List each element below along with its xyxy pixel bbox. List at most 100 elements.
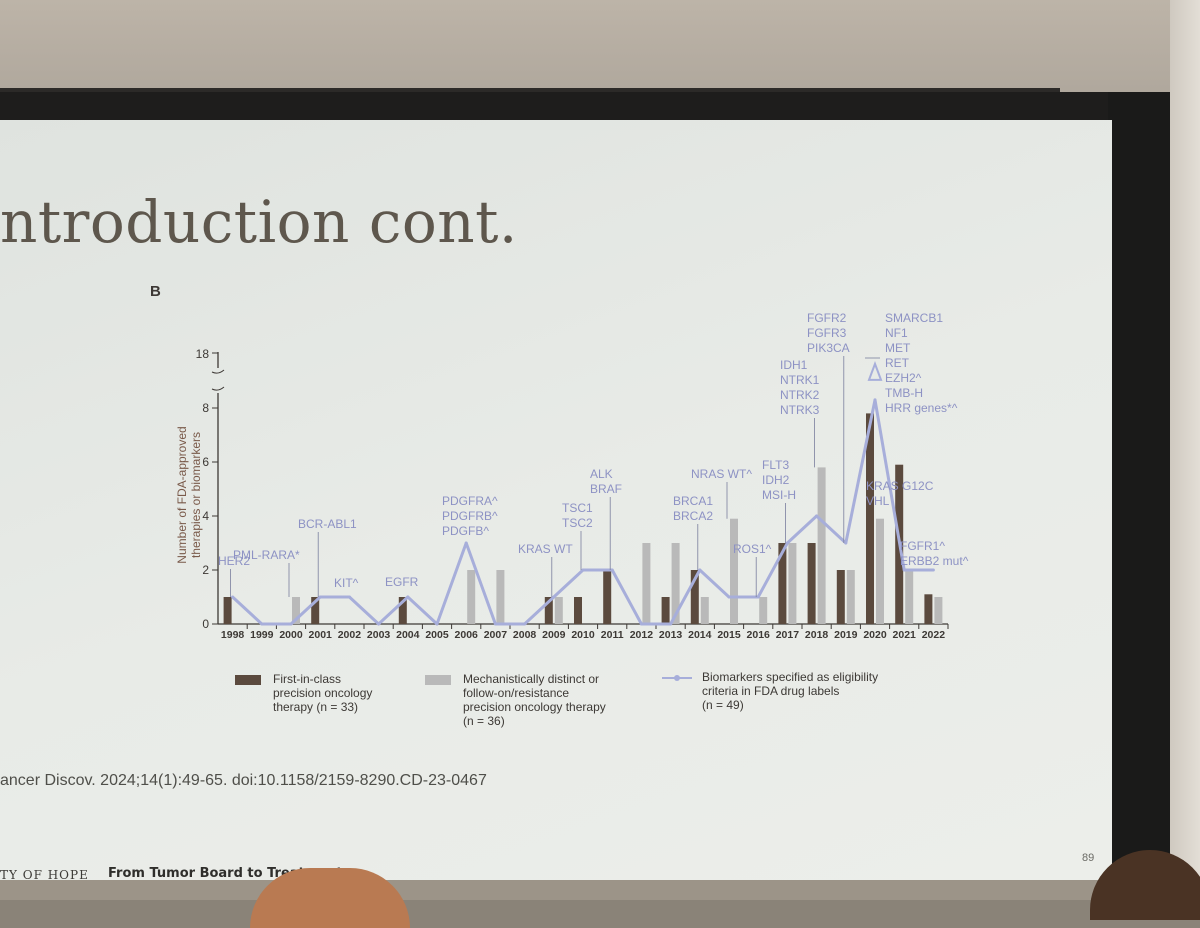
projector-screen-housing — [0, 92, 1125, 122]
side-wall — [1170, 0, 1200, 900]
y-tick-label: 4 — [202, 509, 209, 523]
x-tick-label: 2002 — [338, 629, 362, 641]
bar-first-in-class — [924, 594, 933, 624]
annotation-label: TSC2 — [562, 516, 593, 530]
line-point — [669, 622, 673, 626]
x-tick-label: 2022 — [922, 629, 946, 641]
bar-follow-on — [554, 597, 563, 624]
bar-follow-on — [876, 518, 884, 624]
line-point — [260, 622, 264, 626]
line-point — [844, 541, 848, 545]
bar-first-in-class — [398, 597, 407, 624]
annotation-label: NTRK2 — [780, 388, 820, 402]
annotation-label: IDH2 — [762, 473, 790, 487]
legend-text-line: First-in-class — [273, 672, 341, 686]
annotation-label: EZH2^ — [885, 371, 922, 385]
annotation-label: IDH1 — [780, 358, 808, 372]
annotation-label: HER2 — [218, 554, 250, 568]
x-tick-label: 2015 — [717, 629, 741, 641]
annotation-label: PDGFRB^ — [442, 509, 498, 523]
biomarker-chart: 18 0 2 4 6 8 Number of FDA-approved therapies o… — [175, 311, 969, 641]
x-tick-label: 2009 — [542, 629, 566, 641]
line-point — [610, 568, 614, 572]
line-point — [347, 595, 351, 599]
y-tick-label: 2 — [202, 563, 209, 577]
x-tick-label: 2007 — [484, 629, 508, 641]
annotation-label: NF1 — [885, 326, 908, 340]
annotation-label: MSI-H — [762, 488, 796, 502]
legend-item-biomarkers: Biomarkers specified as eligibility crit… — [662, 670, 878, 712]
legend-item-first-in-class: First-in-class precision oncology therap… — [235, 672, 372, 714]
annotation-label: KRAS WT — [518, 542, 573, 556]
line-point — [581, 568, 585, 572]
x-tick-label: 1999 — [250, 629, 274, 641]
y-tick-label: 8 — [202, 401, 209, 415]
line-point — [231, 595, 235, 599]
annotation-label: MET — [885, 341, 911, 355]
annotation-label: NTRK3 — [780, 403, 820, 417]
bar-first-in-class — [574, 597, 582, 624]
line-point — [552, 595, 556, 599]
line-point — [756, 595, 760, 599]
line-point — [727, 595, 731, 599]
line-point — [639, 622, 643, 626]
y-tick-label: 6 — [202, 455, 209, 469]
annotation-label: PML-RARA* — [233, 548, 300, 562]
legend-text-line: precision oncology therapy — [463, 700, 606, 714]
legend-text-line: (n = 49) — [702, 698, 744, 712]
bar-first-in-class — [544, 597, 553, 624]
page-number: 89 — [1082, 852, 1095, 864]
bar-follow-on — [759, 597, 768, 624]
slide-title: ntroduction cont. — [0, 188, 518, 256]
annotation-label: ERBB2 mut^ — [900, 554, 969, 568]
line-point — [289, 622, 293, 626]
annotation-label: BCR-ABL1 — [298, 517, 357, 531]
bar-follow-on — [934, 597, 943, 624]
annotation-label: PDGFB^ — [442, 524, 489, 538]
bar-follow-on — [730, 518, 738, 624]
line-point — [931, 568, 935, 572]
annotation-label: BRCA1 — [673, 494, 713, 508]
x-tick-label: 2021 — [893, 629, 917, 641]
annotation-label: KRAS G12C — [866, 479, 934, 493]
x-tick-label: 2001 — [309, 629, 333, 641]
bar-first-in-class — [807, 543, 816, 624]
bar-follow-on — [496, 570, 505, 624]
line-point — [464, 541, 468, 545]
legend-text-line: follow-on/resistance — [463, 686, 570, 700]
x-tick-label: 2017 — [776, 629, 800, 641]
annotation-label: KIT^ — [334, 576, 359, 590]
x-tick-label: 1998 — [221, 629, 245, 641]
legend-text-line: criteria in FDA drug labels — [702, 684, 840, 698]
x-tick-label: 2014 — [688, 629, 712, 641]
legend-text-line: (n = 36) — [463, 714, 505, 728]
axis-break-mark — [211, 369, 225, 391]
line-point — [523, 622, 527, 626]
bar-follow-on — [642, 543, 651, 624]
line-point — [902, 568, 906, 572]
legend-text-line: Mechanistically distinct or — [463, 672, 600, 686]
bar-first-in-class — [603, 570, 612, 624]
annotation-label: PDGFRA^ — [442, 494, 498, 508]
line-point — [698, 568, 702, 572]
bar-follow-on — [846, 570, 855, 624]
x-tick-label: 2003 — [367, 629, 391, 641]
annotation-label: FLT3 — [762, 458, 789, 472]
line-point — [815, 514, 819, 518]
x-tick-label: 2011 — [601, 629, 624, 641]
annotation-label: ALK — [590, 467, 613, 481]
legend-text-line: therapy (n = 33) — [273, 700, 359, 714]
annotation-label: VHL — [866, 494, 890, 508]
line-point — [493, 622, 497, 626]
annotation-label: FGFR2 — [807, 311, 847, 325]
citation: ancer Discov. 2024;14(1):49-65. doi:10.1… — [0, 772, 487, 789]
legend-swatch-first-in-class — [235, 675, 261, 685]
x-tick-label: 2018 — [805, 629, 829, 641]
bar-follow-on — [905, 570, 914, 624]
line-point — [435, 622, 439, 626]
annotation-label: NTRK1 — [780, 373, 820, 387]
bar-first-in-class — [690, 570, 699, 624]
legend-swatch-biomarkers — [662, 675, 692, 681]
annotation-label: SMARCB1 — [885, 311, 943, 325]
x-tick-label: 2016 — [747, 629, 771, 641]
